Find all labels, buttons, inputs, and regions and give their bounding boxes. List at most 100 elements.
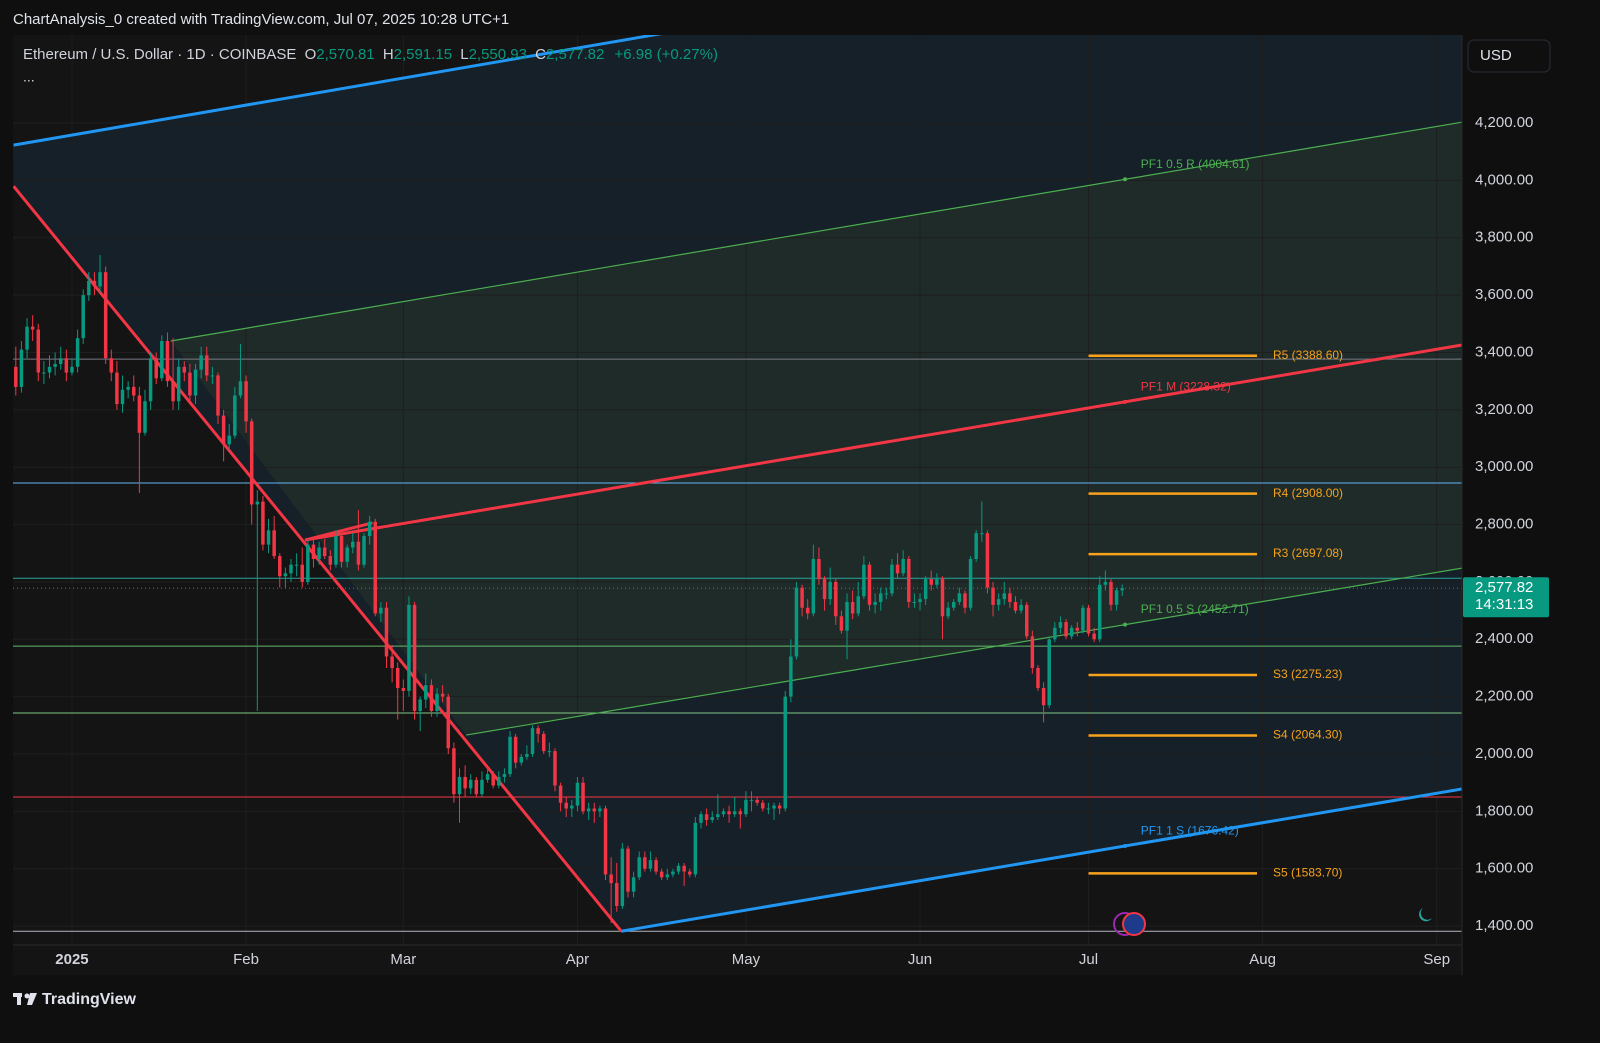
trend-line-label: PF1 M (3228.32)	[1141, 379, 1231, 393]
currency-label[interactable]: USD	[1480, 47, 1512, 64]
candle-body	[14, 366, 18, 387]
plot-area: PF1 1 S (1676.42) PF1 M (3228.32) PF1 0.5 …	[13, 35, 1462, 945]
candle-body	[19, 349, 24, 387]
candle-body	[654, 860, 658, 872]
candle-body	[839, 616, 844, 631]
candle-body	[525, 753, 529, 757]
candle-body	[137, 395, 142, 433]
candle-body	[963, 593, 967, 608]
axes: 1,400.00 1,600.00 1,800.00 2,000.00 2,200.00…	[55, 114, 1549, 968]
x-tick-label: Apr	[566, 951, 589, 968]
candle-body	[923, 579, 928, 600]
candle-body	[1098, 584, 1102, 640]
candle-body	[974, 533, 978, 559]
candle-body	[70, 366, 74, 373]
candle-body	[468, 779, 473, 789]
candle-body	[289, 564, 293, 574]
candle-body	[615, 883, 619, 906]
candle-body	[1114, 590, 1119, 605]
candle-body	[238, 381, 243, 396]
currency-button[interactable]	[1467, 39, 1551, 73]
candle-body	[210, 375, 215, 377]
price-tag-countdown: 14:31:13	[1475, 596, 1533, 613]
candle-body	[918, 599, 922, 602]
x-tick-label: May	[732, 951, 761, 968]
candle-body	[294, 564, 299, 566]
candle-body	[98, 272, 102, 287]
candle-body	[828, 581, 832, 600]
event-icons	[1113, 908, 1432, 936]
y-tick-label: 4,200.00	[1475, 114, 1533, 131]
candle-body	[120, 389, 125, 405]
candle-body	[586, 808, 591, 812]
candle-body	[772, 805, 776, 809]
candle-body	[339, 536, 344, 562]
candle-body	[878, 593, 883, 602]
legend-more[interactable]: ...	[23, 69, 35, 85]
plot-background	[13, 35, 1462, 975]
candle-body	[205, 355, 209, 376]
candle-body	[884, 593, 889, 595]
candle-body	[126, 386, 130, 390]
candle-body	[1002, 593, 1007, 600]
ohlc-value: 2,550.93	[469, 46, 527, 63]
symbol: Ethereum / U.S. Dollar · 1D · COINBASE	[23, 46, 296, 63]
candle-body	[940, 579, 945, 617]
candle-body	[704, 814, 709, 820]
candle-body	[609, 874, 613, 884]
candle-body	[328, 556, 333, 565]
candle-body	[1069, 627, 1074, 637]
candle-body	[148, 358, 153, 402]
candle-body	[429, 685, 434, 711]
legend: Ethereum / U.S. Dollar · 1D · COINBASE O…	[23, 46, 718, 63]
candle-body	[255, 501, 260, 505]
candle-body	[766, 808, 771, 810]
trend-line	[304, 521, 373, 542]
candle-body	[176, 366, 181, 402]
candle-body	[890, 564, 894, 594]
candle-body	[536, 728, 540, 734]
y-tick-label: 3,600.00	[1475, 286, 1533, 303]
candle-body	[351, 541, 355, 548]
candle-body	[283, 573, 288, 577]
ohlc-key: O	[305, 46, 317, 63]
candle-body	[47, 366, 52, 373]
y-tick-label: 1,400.00	[1475, 917, 1533, 934]
x-tick-label: Jul	[1079, 951, 1098, 968]
candle-body	[345, 547, 349, 562]
price-tag-price: 2,577.82	[1475, 579, 1533, 596]
candle-body	[968, 558, 973, 608]
candle-body	[530, 728, 535, 754]
candle-body	[132, 386, 136, 396]
candle-body	[901, 558, 905, 574]
candle-body	[1086, 607, 1091, 634]
header: ChartAnalysis_0 created with TradingView…	[13, 11, 509, 28]
candle-body	[109, 358, 114, 373]
trend-line-label: PF1 0.5 S (2452.71)	[1141, 602, 1249, 616]
ohlc-value: 2,577.82	[546, 46, 604, 63]
candle-body	[143, 401, 147, 433]
candle-body	[1103, 581, 1108, 585]
candle-body	[873, 601, 877, 605]
x-tick-label: Feb	[233, 951, 259, 968]
candle-body	[1047, 639, 1051, 706]
trend-line	[170, 121, 1462, 342]
candle-body	[356, 541, 361, 565]
candle-body	[805, 607, 810, 614]
candle-body	[907, 558, 911, 602]
candle-body	[856, 596, 860, 614]
candle-body	[300, 564, 304, 582]
candle-body	[311, 544, 316, 559]
candle-body	[777, 805, 782, 809]
candle-body	[193, 369, 198, 396]
candle-body	[154, 358, 158, 379]
candle-body	[261, 501, 265, 545]
candle-body	[317, 547, 321, 559]
candle-body	[575, 782, 580, 806]
trend-line-label: PF1 1 S (1676.42)	[1141, 824, 1239, 838]
pivot-level-label: R4 (2908.00)	[1273, 486, 1343, 500]
candle-body	[171, 381, 175, 402]
candle-body	[957, 593, 962, 602]
price-tag	[1463, 577, 1549, 618]
